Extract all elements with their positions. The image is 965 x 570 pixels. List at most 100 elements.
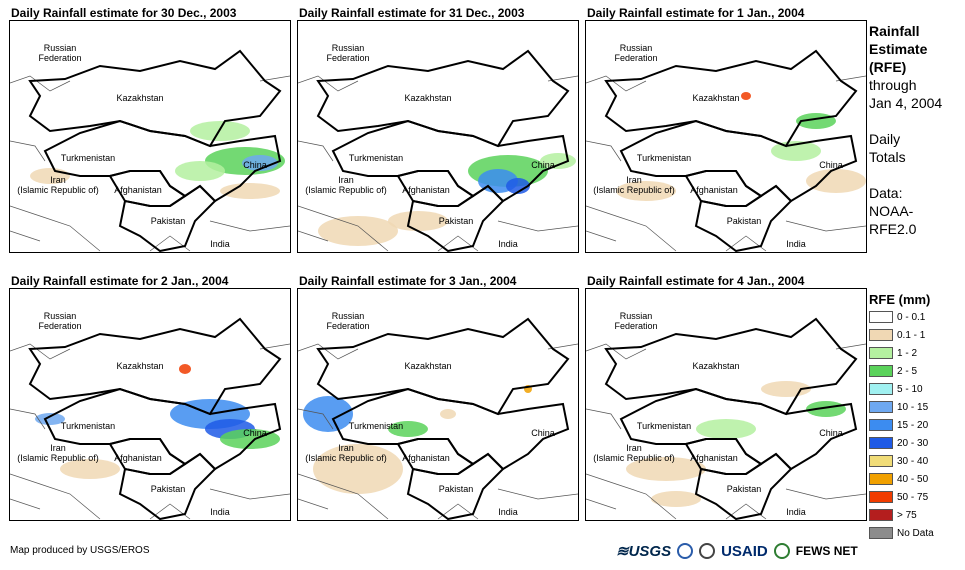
region-outline [406,452,505,520]
russia-label: Russian [332,43,365,53]
side-title-1: Rainfall [869,23,920,39]
rainfall-area [242,155,278,171]
country-border [586,498,617,510]
region-outline [118,184,217,252]
pakistan-label: Pakistan [151,216,186,226]
kazakhstan-label: Kazakhstan [404,93,451,103]
legend-swatch [869,527,893,540]
turkmenistan-label: Turkmenistan [637,421,691,431]
country-border [10,75,71,92]
side-totals: Totals [869,149,906,165]
legend-title: RFE (mm) [869,292,931,307]
iran-label: Iran [626,175,642,185]
iran-label: (Islamic Republic of) [593,453,675,463]
country-border [298,140,334,162]
rainfall-area [806,169,866,193]
country-border [298,473,389,520]
iran-label: (Islamic Republic of) [305,453,387,463]
rainfall-area [60,459,120,479]
legend-swatch [869,437,893,450]
legend-item: 1 - 2 [869,347,917,361]
legend-label: 50 - 75 [897,492,929,503]
china-label: China [243,160,267,170]
region-outline [694,452,793,520]
side-info: Rainfall Estimate (RFE) through Jan 4, 2… [869,22,942,238]
rainfall-map: Russian Federation Kazakhstan Turkmenistan C… [297,288,579,521]
panel-title: Daily Rainfall estimate for 1 Jan., 2004 [587,6,805,20]
legend-item: 0 - 0.1 [869,311,925,325]
russia-label: Russian [620,43,653,53]
country-border [497,488,578,500]
rainfall-map: Russian Federation Kazakhstan Turkmenistan C… [9,288,291,521]
panel-title: Daily Rainfall estimate for 31 Dec., 200… [299,6,525,20]
legend-swatch [869,383,893,396]
map-panel-6: Daily Rainfall estimate for 4 Jan., 2004… [585,274,867,521]
legend-label: 0 - 0.1 [897,312,926,323]
legend-swatch [869,365,893,378]
afghanistan-label: Afghanistan [114,185,162,195]
legend-label: No Data [897,528,934,539]
country-border [586,140,622,162]
china-label: China [531,160,555,170]
legend-label: 2 - 5 [897,366,918,377]
map-panel-3: Daily Rainfall estimate for 1 Jan., 2004… [585,6,867,253]
iran-label: Iran [626,443,642,453]
rainfall-area [506,178,530,194]
legend-item: 2 - 5 [869,365,917,379]
afghanistan-label: Afghanistan [690,453,738,463]
region-outline [604,317,858,416]
legend-item: 50 - 75 [869,491,928,505]
india-label: India [210,507,230,517]
kazakhstan-label: Kazakhstan [404,361,451,371]
legend-label: > 75 [897,510,917,521]
country-border [586,473,677,520]
rainfall-area [616,181,676,201]
country-border [785,488,866,500]
legend-label: 20 - 30 [897,438,929,449]
rainfall-area [303,396,353,432]
country-border [298,230,329,242]
side-data-1: Data: [869,185,903,201]
china-label: China [819,428,843,438]
kazakhstan-label: Kazakhstan [692,93,739,103]
side-data-3: RFE2.0 [869,221,917,237]
kazakhstan-label: Kazakhstan [116,361,163,371]
map-panel-2: Daily Rainfall estimate for 31 Dec., 200… [297,6,579,253]
legend-label: 30 - 40 [897,456,929,467]
region-outline [694,184,793,252]
map-panel-5: Daily Rainfall estimate for 3 Jan., 2004… [297,274,579,521]
legend-item: 40 - 50 [869,473,928,487]
country-border [10,408,46,430]
rainfall-area [388,211,448,231]
rainfall-map: Russian Federation Kazakhstan Turkmenistan C… [297,20,579,253]
country-border [209,220,290,232]
pakistan-label: Pakistan [151,484,186,494]
iran-label: Iran [50,175,66,185]
dos-seal-icon [699,543,716,559]
iran-label: (Islamic Republic of) [593,185,675,195]
panel-title: Daily Rainfall estimate for 2 Jan., 2004 [11,274,229,288]
rainfall-area [388,421,428,437]
side-data-2: NOAA- [869,203,914,219]
india-label: India [210,239,230,249]
india-label: India [498,507,518,517]
side-title-3: (RFE) [869,59,907,75]
afghanistan-label: Afghanistan [402,185,450,195]
iran-label: Iran [50,443,66,453]
legend-item: > 75 [869,509,917,523]
country-border [10,498,41,510]
legend-swatch [869,509,893,522]
country-border [10,230,41,242]
country-border [586,408,622,430]
rainfall-map: Russian Federation Kazakhstan Turkmenistan C… [9,20,291,253]
country-border [586,343,647,360]
afghanistan-label: Afghanistan [402,453,450,463]
russia-label: Federation [326,321,369,331]
legend-item: 15 - 20 [869,419,928,433]
legend-swatch [869,311,893,324]
legend-label: 5 - 10 [897,384,923,395]
